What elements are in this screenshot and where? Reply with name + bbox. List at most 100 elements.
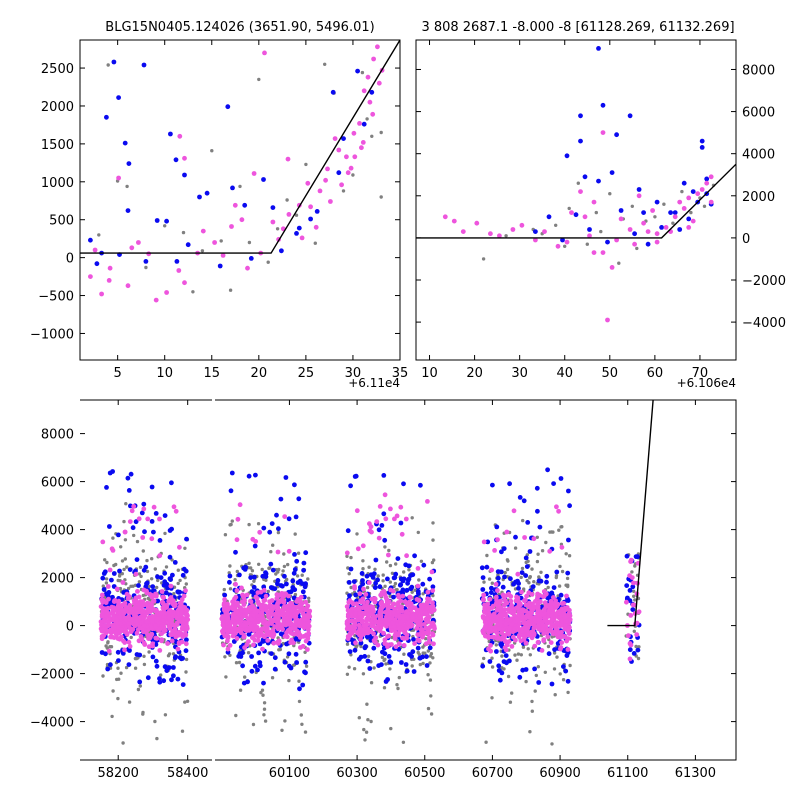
point-gray [369, 681, 374, 685]
point-blue [172, 655, 178, 661]
point-magenta [526, 610, 532, 616]
point-magenta [431, 641, 436, 647]
point-gray [410, 516, 414, 520]
point-magenta [251, 642, 256, 648]
point-magenta [515, 625, 521, 630]
point-magenta [88, 274, 93, 279]
point-blue [274, 512, 279, 518]
point-gray [494, 643, 498, 647]
point-gray [487, 577, 492, 581]
point-gray [421, 651, 425, 655]
point-gray [372, 666, 376, 670]
point-magenta [627, 227, 633, 232]
point-gray [563, 244, 567, 248]
point-gray [490, 656, 494, 660]
point-magenta [99, 597, 105, 603]
point-gray [235, 569, 239, 574]
point-magenta [110, 548, 116, 553]
point-blue [523, 573, 529, 578]
point-magenta [535, 600, 541, 606]
point-blue [480, 663, 486, 669]
point-blue [412, 553, 417, 559]
point-magenta [513, 606, 518, 612]
point-gray [550, 742, 554, 746]
point-gray [138, 565, 143, 569]
point-blue [513, 534, 518, 540]
point-magenta [361, 586, 366, 592]
point-magenta [169, 638, 175, 644]
point-blue [246, 631, 252, 637]
point-blue [558, 592, 564, 598]
point-magenta [541, 638, 547, 644]
point-magenta [184, 612, 190, 618]
point-gray [365, 117, 369, 121]
point-magenta [425, 499, 430, 504]
point-gray [551, 530, 555, 534]
point-magenta [483, 633, 488, 639]
point-gray [535, 559, 540, 564]
point-blue [173, 157, 179, 163]
point-magenta [624, 599, 629, 605]
point-gray [382, 658, 386, 663]
point-gray [295, 574, 300, 578]
x-tick-label: 30 [511, 366, 528, 381]
point-blue [537, 524, 543, 530]
point-gray [104, 577, 109, 581]
point-magenta [405, 621, 411, 627]
point-blue [290, 578, 296, 584]
point-gray [116, 578, 120, 583]
point-magenta [377, 504, 383, 509]
point-magenta [248, 616, 254, 622]
point-magenta [553, 611, 559, 617]
point-blue [301, 567, 306, 573]
point-gray [510, 691, 514, 695]
point-magenta [514, 594, 519, 600]
point-gray [561, 678, 566, 682]
point-magenta [99, 291, 104, 297]
point-magenta [521, 633, 526, 638]
point-gray [266, 260, 270, 264]
point-gray [285, 198, 289, 202]
point-magenta [179, 626, 185, 632]
point-gray [257, 77, 261, 82]
point-magenta [107, 265, 113, 271]
point-blue [690, 189, 696, 195]
point-blue [369, 89, 375, 95]
point-magenta [345, 634, 351, 639]
point-magenta [161, 618, 166, 623]
point-gray [540, 549, 545, 553]
point-blue [126, 488, 132, 493]
point-magenta [498, 619, 503, 625]
point-blue [627, 113, 633, 119]
point-magenta [141, 506, 147, 512]
point-magenta [293, 618, 298, 623]
point-blue [551, 585, 557, 590]
point-blue [387, 659, 393, 665]
point-gray [304, 664, 309, 668]
point-magenta [162, 628, 168, 633]
point-magenta [235, 516, 241, 522]
point-gray [506, 559, 510, 563]
point-blue [377, 584, 383, 590]
point-magenta [397, 614, 402, 620]
point-gray [184, 670, 188, 674]
point-blue [365, 658, 371, 664]
point-blue [364, 634, 370, 640]
point-magenta [451, 218, 457, 224]
point-blue [248, 575, 254, 580]
point-magenta [562, 614, 568, 620]
point-blue [162, 570, 168, 576]
point-blue [519, 570, 525, 575]
point-blue [278, 496, 284, 502]
point-magenta [299, 235, 305, 241]
point-gray [519, 653, 523, 657]
point-magenta [157, 648, 163, 653]
point-magenta [183, 588, 188, 593]
point-magenta [360, 140, 366, 145]
point-magenta [344, 604, 350, 609]
point-gray [367, 565, 371, 569]
point-blue [275, 581, 280, 587]
point-gray [282, 564, 287, 569]
point-magenta [414, 597, 420, 602]
point-gray [366, 718, 370, 722]
